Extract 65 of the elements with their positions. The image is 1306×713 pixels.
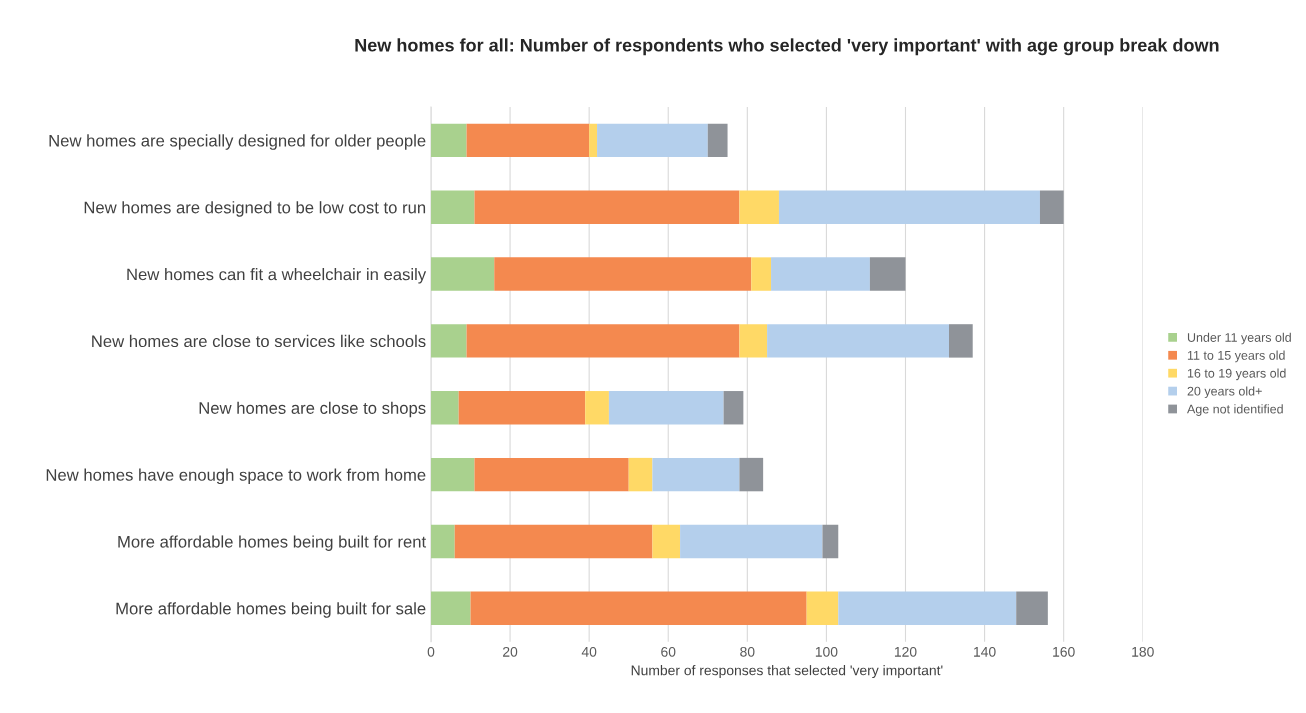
y-tick-label: More affordable homes being built for rent	[118, 535, 427, 551]
bar	[707, 123, 728, 158]
bar	[608, 391, 724, 425]
bar	[739, 457, 764, 492]
chart-title: New homes for all: Number of respondents who selected 'very important' with age group break down	[355, 38, 1219, 56]
legend-label: Under 11 years old	[1187, 332, 1291, 345]
bar	[430, 524, 455, 559]
bar	[466, 123, 590, 158]
bar	[751, 257, 772, 291]
bar	[652, 524, 681, 559]
x-tick-label: 120	[894, 646, 917, 657]
legend-label: Age not identified	[1187, 404, 1283, 416]
x-tick-label: 80	[740, 646, 755, 657]
bar	[767, 324, 949, 358]
x-tick-label: 160	[1053, 646, 1075, 657]
y-tick-label: New homes have enough space to work from home	[46, 468, 426, 485]
bar	[628, 457, 653, 492]
legend-label: 16 to 19 years old	[1187, 368, 1286, 381]
bar	[806, 591, 839, 625]
bar	[1039, 190, 1064, 224]
bar	[430, 257, 495, 291]
bar	[585, 391, 609, 425]
bar	[494, 257, 752, 291]
bar	[822, 524, 839, 559]
x-tick-label: 100	[815, 646, 838, 657]
y-tick-label: New homes are designed to be low cost to run	[84, 201, 426, 217]
bar	[466, 324, 740, 358]
bar	[470, 591, 807, 625]
x-tick-label: 180	[1132, 646, 1154, 657]
bar	[869, 257, 906, 291]
bar	[652, 457, 740, 492]
x-axis-title: Number of responses that selected 'very important'	[631, 665, 943, 679]
legend-label: 11 to 15 years old	[1187, 350, 1285, 363]
bar	[474, 190, 740, 224]
bar	[739, 190, 779, 224]
y-tick-label: More affordable homes being built for sale	[116, 602, 426, 618]
y-tick-label: New homes are close to services like schools	[92, 334, 426, 348]
bar	[430, 591, 471, 625]
bar	[948, 324, 973, 358]
bar	[430, 391, 459, 425]
x-tick-label: 140	[974, 646, 996, 657]
y-tick-label: New homes are specially designed for older people	[49, 134, 426, 150]
bar	[680, 524, 823, 559]
bar	[430, 190, 475, 224]
x-tick-label: 20	[503, 646, 518, 657]
x-tick-label: 60	[661, 646, 676, 657]
bar	[1016, 591, 1048, 625]
bar	[589, 123, 598, 158]
bar	[771, 257, 870, 291]
bar	[430, 457, 475, 492]
legend-label: 20 years old+	[1187, 386, 1262, 399]
y-tick-label: New homes can fit a wheelchair in easily	[127, 268, 427, 284]
y-tick-label: New homes are close to shops	[199, 401, 426, 418]
bar	[739, 324, 768, 358]
bar	[597, 123, 708, 158]
bar	[458, 391, 586, 425]
bar	[430, 324, 467, 358]
x-tick-label: 0	[427, 646, 435, 657]
bar	[778, 190, 1040, 224]
bar	[838, 591, 1017, 625]
bar	[474, 457, 629, 492]
x-tick-label: 40	[581, 646, 597, 657]
bar	[454, 524, 653, 559]
bar	[430, 123, 467, 158]
bar	[723, 391, 744, 425]
